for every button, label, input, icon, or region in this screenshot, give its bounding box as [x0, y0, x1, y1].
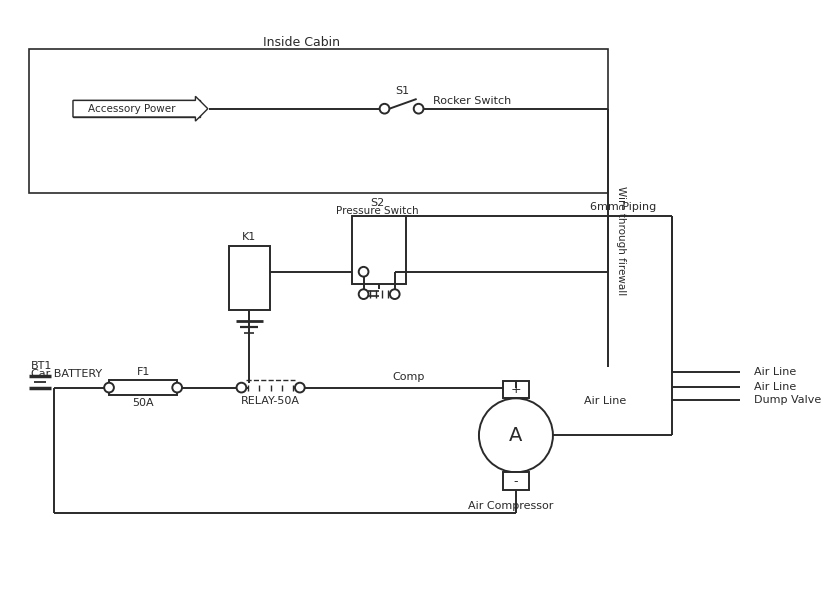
Text: Inside Cabin: Inside Cabin	[263, 37, 340, 50]
Text: BT1: BT1	[31, 361, 52, 371]
Text: RELAY-50A: RELAY-50A	[241, 396, 300, 406]
Text: -: -	[514, 474, 519, 488]
Circle shape	[104, 383, 114, 392]
Circle shape	[237, 383, 246, 392]
Text: A: A	[509, 426, 523, 445]
Circle shape	[390, 289, 400, 299]
Text: Rocker Switch: Rocker Switch	[433, 96, 511, 106]
Bar	[504, 472, 529, 490]
Bar	[504, 381, 529, 398]
Circle shape	[359, 289, 368, 299]
Text: Air Compressor: Air Compressor	[469, 501, 553, 512]
Text: Air Line: Air Line	[755, 382, 797, 392]
Polygon shape	[199, 101, 217, 117]
Bar	[73, 101, 199, 117]
FancyBboxPatch shape	[73, 96, 208, 121]
Text: Air Line: Air Line	[584, 396, 627, 406]
Text: 50A: 50A	[132, 398, 154, 408]
Circle shape	[479, 398, 553, 472]
Bar	[109, 380, 177, 395]
Text: 6mm Piping: 6mm Piping	[590, 201, 656, 211]
Circle shape	[414, 104, 424, 114]
Text: S2: S2	[370, 198, 385, 208]
Text: Dump Valve: Dump Valve	[755, 395, 822, 406]
Circle shape	[295, 383, 305, 392]
Circle shape	[380, 104, 390, 114]
Text: Air Line: Air Line	[755, 367, 797, 377]
Text: Accessory Power: Accessory Power	[87, 104, 175, 114]
Text: +: +	[510, 383, 521, 396]
Text: F1: F1	[136, 367, 150, 377]
Bar	[229, 246, 269, 310]
Text: K1: K1	[242, 232, 256, 242]
Bar	[29, 49, 608, 193]
Text: Pressure Switch: Pressure Switch	[336, 207, 419, 216]
Circle shape	[172, 383, 182, 392]
Text: Comp: Comp	[393, 372, 425, 382]
Text: Car BATTERY: Car BATTERY	[31, 369, 102, 379]
Circle shape	[359, 267, 368, 277]
Text: Wire through firewall: Wire through firewall	[617, 186, 627, 295]
Text: S1: S1	[395, 86, 409, 96]
Bar	[352, 216, 406, 285]
